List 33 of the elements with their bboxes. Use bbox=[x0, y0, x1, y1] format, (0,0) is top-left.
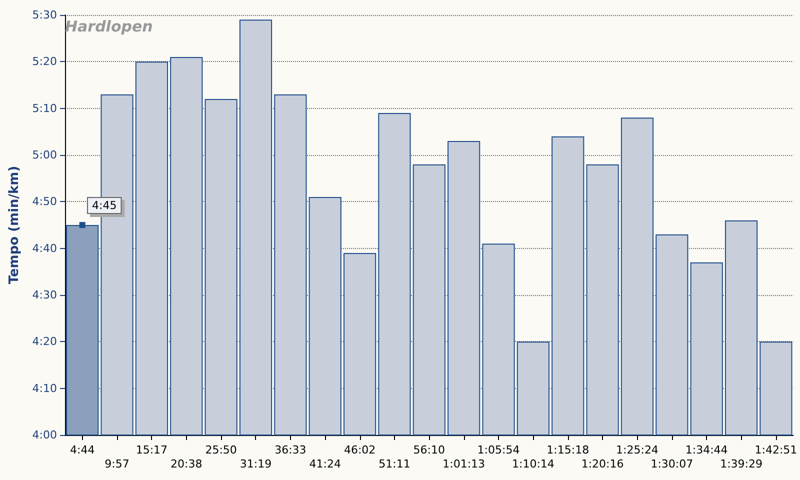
x-tick-label: 1:34:44 bbox=[685, 444, 728, 456]
y-tick-label: 5:30 bbox=[32, 8, 57, 22]
y-tick-label: 4:20 bbox=[32, 335, 57, 348]
x-tick-label: 1:20:16 bbox=[581, 458, 624, 470]
x-tick-label: 31:19 bbox=[240, 458, 272, 470]
y-axis-title: Tempo (min/km) bbox=[7, 166, 22, 284]
annotation: 4:45 bbox=[92, 199, 117, 212]
x-tick-label: 1:10:14 bbox=[512, 458, 554, 470]
y-tick-label: 4:10 bbox=[32, 382, 57, 395]
x-tick-label: 4:44 bbox=[70, 444, 95, 456]
x-tick-label: 20:38 bbox=[170, 458, 202, 470]
x-tick-label: 9:57 bbox=[104, 458, 130, 470]
y-tick-label: 4:30 bbox=[32, 288, 57, 302]
x-tick-label: 1:30:07 bbox=[650, 458, 694, 470]
y-tick-label: 5:20 bbox=[32, 55, 57, 68]
x-tick-label: 46:02 bbox=[344, 444, 376, 456]
x-tick-label: 1:01:13 bbox=[442, 458, 486, 470]
x-tick-label: 25:50 bbox=[205, 444, 237, 456]
x-tick-label: 1:42:51 bbox=[754, 444, 798, 456]
x-tick-label: 36:33 bbox=[274, 444, 306, 456]
x-tick-label: 15:17 bbox=[136, 444, 168, 456]
x-tick-label: 1:15:18 bbox=[546, 444, 590, 456]
y-tick-label: 4:40 bbox=[32, 242, 57, 255]
x-tick-label: 1:25:24 bbox=[616, 444, 658, 456]
x-tick-label: 56:10 bbox=[413, 444, 445, 456]
x-tick-label: 1:05:54 bbox=[477, 444, 520, 456]
x-tick-label: 51:11 bbox=[378, 458, 410, 470]
y-tick-label: 5:10 bbox=[32, 102, 57, 115]
y-tick-label: 4:00 bbox=[32, 428, 57, 442]
y-tick-label: 5:00 bbox=[32, 148, 57, 162]
x-tick-label: 41:24 bbox=[309, 458, 341, 470]
x-tick-label: 1:39:29 bbox=[720, 458, 762, 470]
y-tick-label: 4:50 bbox=[32, 195, 57, 208]
